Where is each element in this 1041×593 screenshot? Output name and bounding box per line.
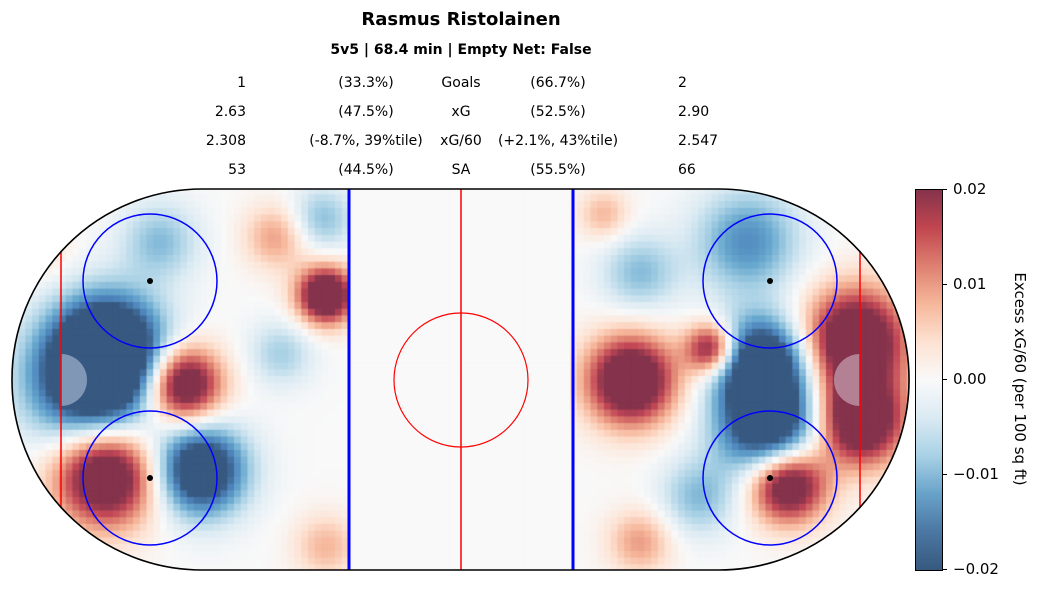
stat-stat-label: Goals <box>441 75 481 91</box>
stat-right-pct: (+2.1%, 43%tile) <box>497 133 619 149</box>
chart-title: Rasmus Ristolainen <box>361 9 561 30</box>
colorbar-tick-label: −0.02 <box>953 560 999 578</box>
stat-left-value: 2.63 <box>214 104 246 120</box>
stat-left-pct: (33.3%) <box>338 75 394 91</box>
stat-left-value: 53 <box>228 162 246 178</box>
stat-right-pct: (66.7%) <box>530 75 586 91</box>
rink-boards <box>11 188 910 571</box>
faceoff-circle <box>82 213 218 349</box>
left-crease <box>61 354 87 406</box>
stat-right-value: 2.90 <box>678 104 710 120</box>
stat-right-value: 2.547 <box>678 133 719 149</box>
colorbar-tick <box>942 189 947 190</box>
colorbar-tick-label: 0.00 <box>953 370 987 388</box>
right-crease <box>834 354 860 406</box>
colorbar-tick <box>942 379 947 380</box>
rink <box>11 188 910 571</box>
stat-left-pct: (47.5%) <box>338 104 394 120</box>
colorbar-tick-label: −0.01 <box>953 465 999 483</box>
stat-left-value: 2.308 <box>205 133 246 149</box>
stat-right-value: 66 <box>678 162 696 178</box>
faceoff-dot <box>767 278 773 284</box>
colorbar-tick-label: 0.01 <box>953 275 987 293</box>
stat-left-pct: (-8.7%, 39%tile) <box>309 133 423 149</box>
stat-right-pct: (55.5%) <box>530 162 586 178</box>
chart-subtitle: 5v5 | 68.4 min | Empty Net: False <box>330 42 592 58</box>
stat-left-value: 1 <box>237 75 246 91</box>
stat-stat-label: xG/60 <box>440 133 482 149</box>
colorbar-tick <box>942 569 947 570</box>
colorbar-tick-label: 0.02 <box>953 180 987 198</box>
faceoff-circle <box>702 213 838 349</box>
stat-stat-label: xG <box>451 104 471 120</box>
stat-right-pct: (52.5%) <box>530 104 586 120</box>
faceoff-dot <box>147 278 153 284</box>
stat-stat-label: SA <box>451 162 471 178</box>
faceoff-dot <box>767 475 773 481</box>
colorbar <box>915 189 943 571</box>
stat-left-pct: (44.5%) <box>338 162 394 178</box>
faceoff-circle <box>702 410 838 546</box>
faceoff-circle <box>82 410 218 546</box>
center-circle <box>393 312 529 448</box>
faceoff-dot <box>147 475 153 481</box>
colorbar-tick <box>942 284 947 285</box>
colorbar-label: Excess xG/60 (per 100 sq ft) <box>1011 272 1029 486</box>
colorbar-tick <box>942 474 947 475</box>
stat-right-value: 2 <box>678 75 687 91</box>
